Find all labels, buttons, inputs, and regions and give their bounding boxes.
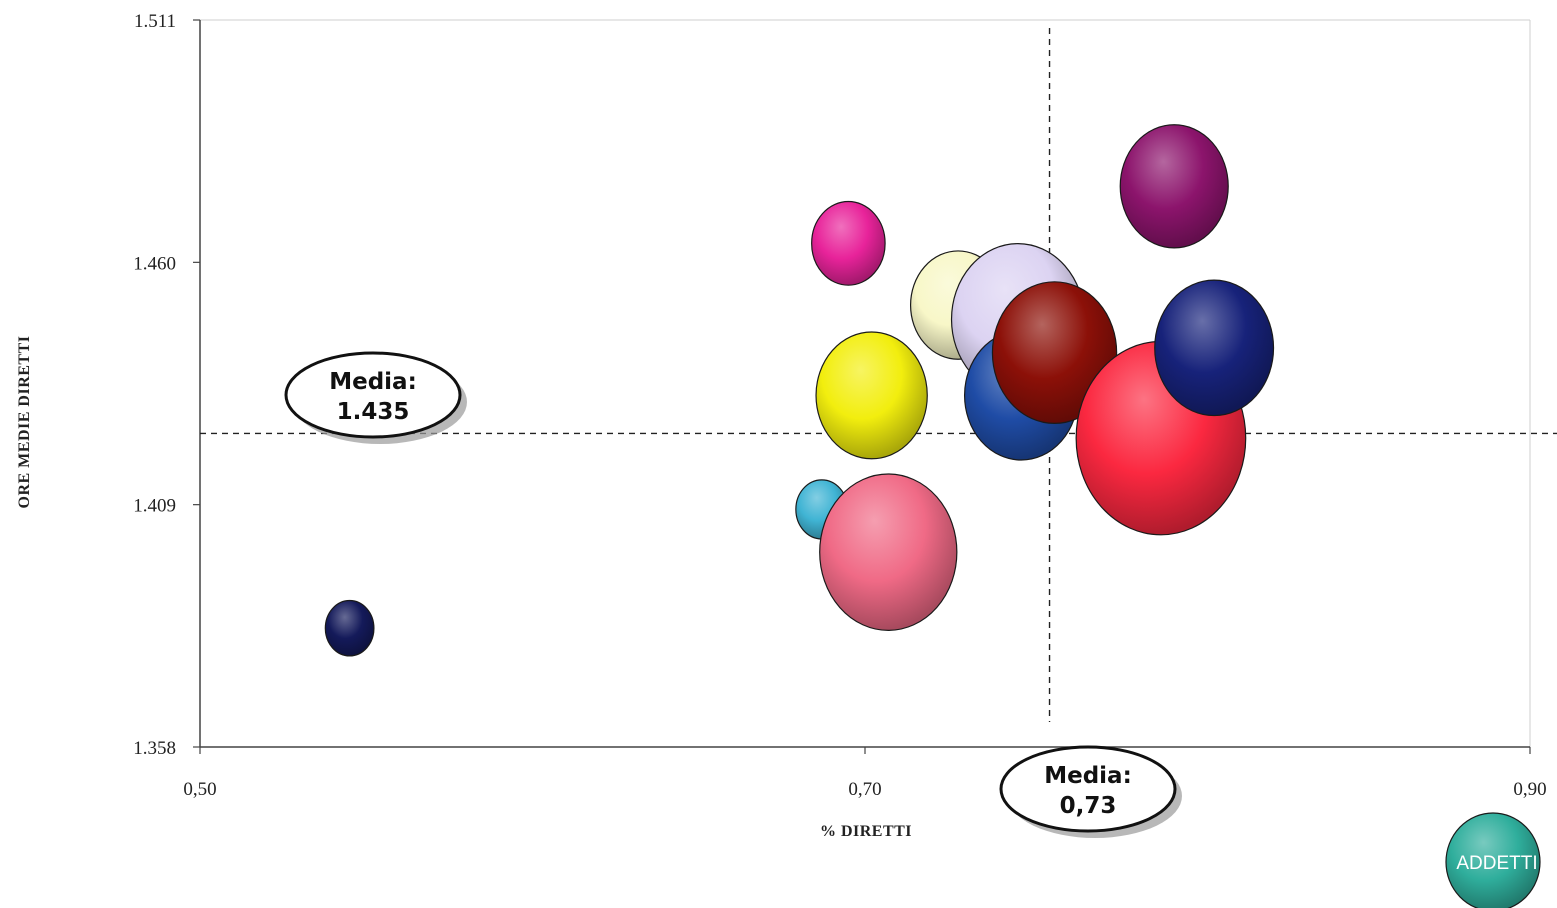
y-tick-label: 1.460 xyxy=(133,253,176,274)
y-tick-label: 1.409 xyxy=(133,496,176,517)
media-label-bubble xyxy=(284,351,462,439)
x-tick-label: 0,90 xyxy=(1513,779,1546,800)
bubble-point xyxy=(324,599,375,657)
media-label-title: Media: xyxy=(329,369,417,395)
bubble-point xyxy=(1119,124,1229,249)
y-axis-label: ORE MEDIE DIRETTI xyxy=(16,336,33,509)
media-label-x: Media: 0,73 xyxy=(999,745,1182,838)
bubble-point xyxy=(815,331,928,460)
media-label-title: Media: xyxy=(1044,763,1132,789)
y-tick-label: 1.511 xyxy=(134,11,176,32)
x-axis-label: % DIRETTI xyxy=(820,823,912,840)
media-label-bubble xyxy=(999,745,1177,833)
size-legend-bubble xyxy=(1445,812,1541,908)
size-legend-label: ADDETTI xyxy=(1456,853,1537,874)
bubble-point xyxy=(1154,279,1275,417)
y-tick-label: 1.358 xyxy=(133,738,176,759)
size-legend: ADDETTI xyxy=(1445,812,1541,908)
x-tick-label: 0,70 xyxy=(848,779,881,800)
bubble-point xyxy=(811,200,886,286)
media-label-y: Media: 1.435 xyxy=(284,351,467,444)
bubble-point xyxy=(819,473,958,631)
media-label-value: 0,73 xyxy=(1060,793,1117,819)
media-label-value: 1.435 xyxy=(337,399,410,425)
x-tick-label: 0,50 xyxy=(183,779,216,800)
bubble-point xyxy=(991,281,1118,425)
